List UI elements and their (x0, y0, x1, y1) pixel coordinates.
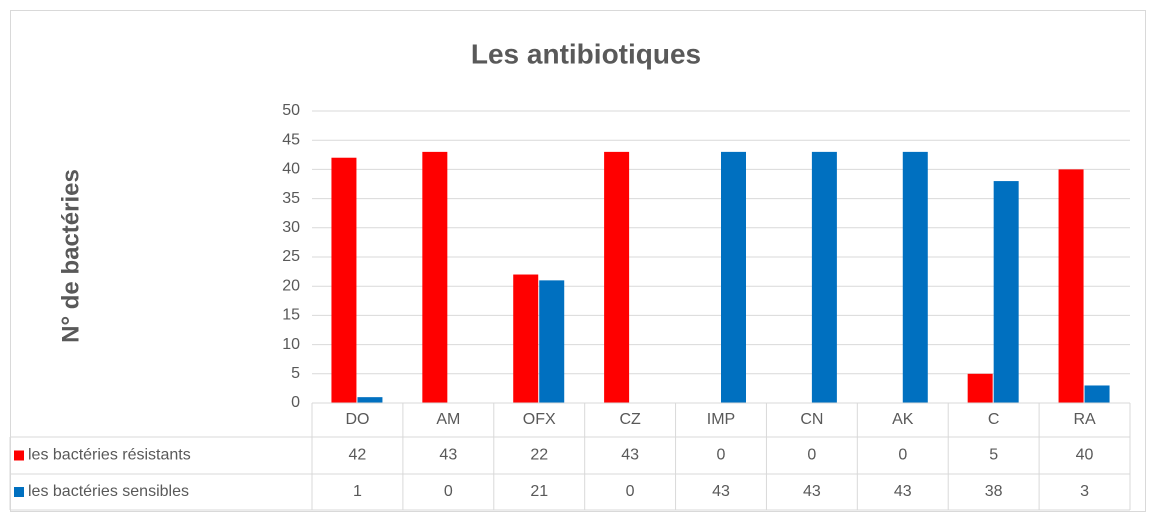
x-tick-label: C (988, 411, 1000, 428)
bar (902, 151, 928, 403)
legend-label: les bactéries résistants (28, 447, 191, 464)
x-tick-label: DO (345, 411, 369, 428)
x-tick-label: AK (892, 411, 914, 428)
table-value: 43 (621, 447, 639, 464)
y-tick-label: 50 (282, 102, 300, 119)
legend-label: les bactéries sensibles (28, 483, 189, 500)
table-value: 0 (444, 483, 453, 500)
table-value: 40 (1076, 447, 1094, 464)
bar (967, 373, 993, 403)
table-value: 0 (898, 447, 907, 464)
x-tick-label: RA (1073, 411, 1096, 428)
table-value: 5 (989, 447, 998, 464)
x-tick-label: IMP (707, 411, 735, 428)
y-tick-label: 20 (282, 277, 300, 294)
y-tick-label: 15 (282, 307, 300, 324)
bar (604, 151, 630, 403)
table-value: 43 (894, 483, 912, 500)
table-value: 43 (803, 483, 821, 500)
table-value: 43 (712, 483, 730, 500)
bar (357, 397, 383, 403)
bar (1084, 385, 1110, 403)
bar (721, 151, 746, 403)
y-tick-label: 35 (282, 190, 300, 207)
y-tick-label: 40 (282, 161, 300, 178)
table-value: 0 (626, 483, 635, 500)
bar (1058, 169, 1084, 403)
bar (513, 274, 539, 403)
bar (422, 151, 448, 403)
y-tick-label: 5 (291, 365, 300, 382)
table-value: 38 (985, 483, 1003, 500)
legend-swatch (14, 487, 24, 497)
y-tick-label: 45 (282, 131, 300, 148)
x-tick-label: CN (800, 411, 823, 428)
table-value: 0 (717, 447, 726, 464)
bar (331, 157, 357, 403)
table-value: 22 (530, 447, 548, 464)
y-tick-label: 25 (282, 248, 300, 265)
x-tick-label: OFX (523, 411, 556, 428)
chart-border (10, 10, 1146, 512)
legend-swatch (14, 450, 24, 461)
table-value: 1 (353, 483, 362, 500)
bar (539, 280, 565, 403)
table-value: 43 (439, 447, 457, 464)
y-axis-title: N° de bactéries (57, 169, 84, 343)
y-tick-label: 0 (291, 394, 300, 411)
y-tick-label: 10 (282, 336, 300, 353)
x-tick-label: CZ (619, 411, 641, 428)
table-value: 3 (1080, 483, 1089, 500)
table-value: 21 (530, 483, 548, 500)
bar (993, 181, 1019, 403)
x-tick-label: AM (436, 411, 460, 428)
chart-title: Les antibiotiques (471, 38, 701, 69)
table-value: 42 (349, 447, 367, 464)
bar (811, 151, 837, 403)
table-value: 0 (807, 447, 816, 464)
y-tick-label: 30 (282, 219, 300, 236)
